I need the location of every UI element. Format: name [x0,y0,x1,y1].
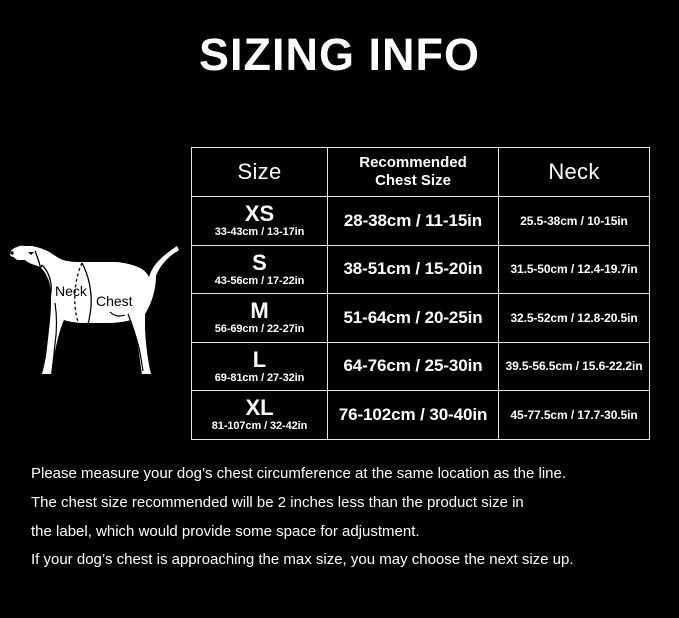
cell-size-m: M 56-69cm / 22-27in [191,293,328,343]
sizing-notes: Please measure your dog’s chest circumfe… [31,466,651,581]
note-line-3: the label, which would provide some spac… [31,522,420,540]
chest-label: Chest [96,293,133,309]
table-header-row: Size Recommended Chest Size Neck [191,147,650,197]
dog-silhouette-icon [10,245,179,374]
note-line-1: Please measure your dog’s chest circumfe… [31,465,567,482]
table-row: XL 81-107cm / 32-42in 76-102cm / 30-40in… [191,390,650,440]
size-letter: XL [245,395,274,421]
header-chest-line1: Recommended [359,153,467,171]
size-letter: S [252,249,267,275]
cell-chest-s: 38-51cm / 15-20in [327,244,499,294]
flank-detail-arc [109,311,126,317]
header-neck: Neck [498,147,650,197]
header-recommended-chest-size: Recommended Chest Size [327,147,499,197]
table-row: L 69-81cm / 27-32in 64-76cm / 25-30in 39… [191,341,650,391]
header-size: Size [191,147,328,197]
size-letter: L [252,346,267,372]
cell-chest-m: 51-64cm / 20-25in [327,293,499,343]
size-sub-range: 56-69cm / 22-27in [214,323,305,336]
header-chest-line2: Chest Size [375,172,451,189]
dog-eye-icon [28,252,34,255]
page-title: SIZING INFO [199,29,480,80]
hind-leg-line [127,313,144,372]
cell-neck-s: 31.5-50cm / 12.4-19.7in [498,244,650,294]
size-letter: M [250,298,269,324]
dog-measurement-illustration: Neck Chest [4,208,186,400]
cell-size-xl: XL 81-107cm / 32-42in [191,390,328,440]
chest-measure-front [81,262,92,333]
cell-size-s: S 43-56cm / 17-22in [191,244,328,294]
front-leg-line [51,302,58,372]
cell-neck-xl: 45-77.5cm / 17.7-30.5in [498,390,650,440]
neck-label: Neck [55,283,88,299]
cell-chest-xs: 28-38cm / 11-15in [327,196,499,246]
size-letter: XS [244,201,275,227]
cell-size-xs: XS 33-43cm / 13-17in [191,196,328,246]
cell-size-l: L 69-81cm / 27-32in [191,341,328,391]
cell-chest-l: 64-76cm / 25-30in [327,341,499,391]
table-row: XS 33-43cm / 13-17in 28-38cm / 11-15in 2… [191,196,650,246]
cell-chest-xl: 76-102cm / 30-40in [327,390,499,440]
dog-ear-detail [33,250,42,277]
table-row: M 56-69cm / 22-27in 51-64cm / 20-25in 32… [191,293,650,343]
sizing-table: Size Recommended Chest Size Neck XS 33-4… [191,147,650,440]
size-sub-range: 69-81cm / 27-32in [214,371,305,384]
chest-measure-line [74,262,85,333]
table-row: S 43-56cm / 17-22in 38-51cm / 15-20in 31… [191,244,650,294]
note-line-4: If your dog’s chest is approaching the m… [31,551,574,569]
size-sub-range: 43-56cm / 17-22in [214,274,305,287]
dog-belly-gap-detail [62,321,131,350]
neck-measure-front [41,264,52,307]
size-sub-range: 33-43cm / 13-17in [214,226,305,239]
note-line-2: The chest size recommended will be 2 inc… [31,493,524,511]
size-sub-range: 81-107cm / 32-42in [211,420,308,433]
dog-nose-icon [10,251,14,255]
cell-neck-xs: 25.5-38cm / 10-15in [498,196,650,246]
cell-neck-l: 39.5-56.5cm / 15.6-22.2in [498,341,650,391]
cell-neck-m: 32.5-52cm / 12.8-20.5in [498,293,650,343]
neck-measure-line [35,264,45,307]
